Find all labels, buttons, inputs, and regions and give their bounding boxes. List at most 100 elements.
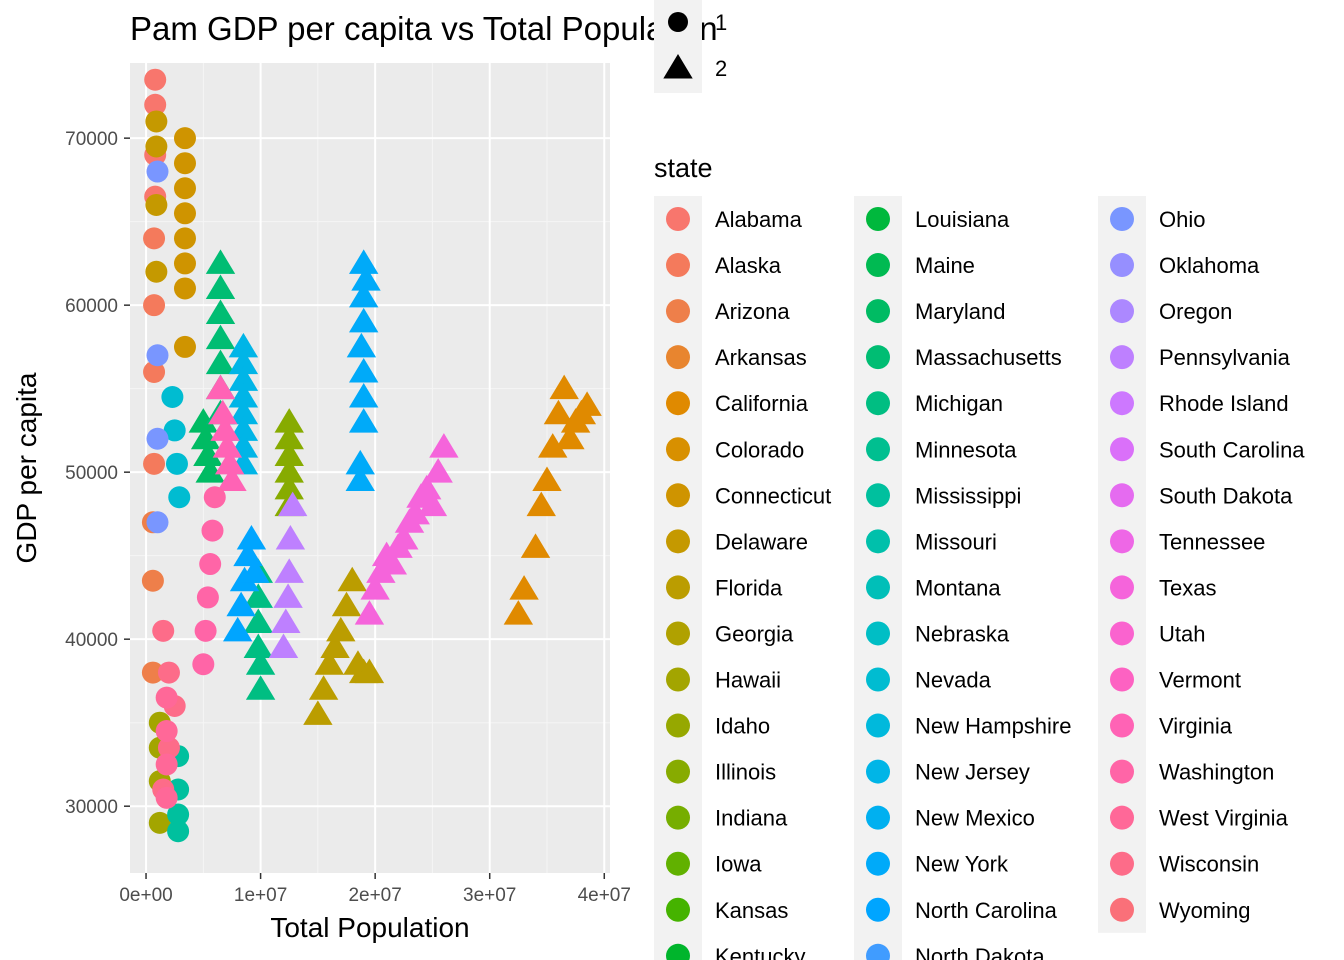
data-point-triangle (400, 499, 430, 525)
data-point-triangle (308, 675, 339, 700)
legend-label: Tennessee (1159, 529, 1265, 554)
data-point-circle (173, 127, 196, 150)
legend-color-swatch (1110, 851, 1134, 876)
data-point-circle (167, 820, 190, 843)
data-point-circle (173, 227, 196, 250)
data-point-triangle (354, 600, 385, 625)
legend-color-swatch (866, 253, 890, 278)
legend-color-swatch (866, 299, 890, 324)
data-point-circle (201, 519, 224, 542)
x-tick-label: 0e+00 (119, 885, 172, 906)
data-point-triangle (274, 424, 304, 450)
data-point-circle (194, 619, 217, 642)
y-tick-label: 50000 (65, 463, 118, 484)
data-point-triangle (228, 366, 259, 391)
legend-color-swatch (866, 391, 890, 416)
data-point-circle (145, 135, 168, 158)
data-point-triangle (417, 491, 448, 517)
data-point-triangle (337, 566, 367, 592)
legend-label: North Carolina (915, 898, 1058, 923)
data-point-triangle (555, 424, 585, 450)
data-point-circle (196, 586, 219, 609)
x-tick-label: 1e+07 (234, 885, 287, 906)
legend-color-swatch (1110, 713, 1134, 738)
data-point-circle (144, 93, 167, 116)
data-point-triangle (226, 591, 256, 617)
data-point-circle (173, 252, 196, 275)
legend-label: Missouri (915, 529, 997, 554)
data-point-circle (199, 553, 222, 576)
legend-color-swatch (866, 667, 890, 692)
legend-color-swatch (666, 529, 690, 554)
legend-label: North Dakota (915, 944, 1045, 960)
legend-color-swatch (866, 851, 890, 876)
legend-label: New Hampshire (915, 714, 1072, 739)
legend-color-swatch (866, 805, 890, 830)
data-point-triangle (348, 383, 379, 408)
data-point-circle (152, 619, 175, 642)
data-point-circle (173, 202, 196, 225)
data-point-triangle (274, 408, 304, 433)
data-point-circle (146, 344, 169, 367)
x-axis-title: Total Population (270, 912, 469, 943)
legend-color-swatch (1110, 345, 1134, 370)
legend-color-swatch (1110, 667, 1134, 692)
legend-color-swatch (1110, 575, 1134, 600)
legend-color-swatch (666, 805, 690, 830)
legend-label: Kansas (715, 898, 788, 923)
data-point-circle (157, 661, 180, 684)
legend-label: South Carolina (1159, 437, 1305, 462)
legend-color-swatch (866, 207, 890, 231)
data-point-triangle (429, 433, 459, 458)
legend-color-swatch (866, 575, 890, 600)
data-point-triangle (243, 608, 274, 633)
data-point-triangle (549, 374, 579, 400)
legend-label: Idaho (715, 714, 770, 739)
legend-color-swatch (666, 253, 690, 278)
data-point-triangle (188, 408, 219, 433)
legend-color-swatch (866, 943, 890, 960)
x-axis-ticks: 0e+00 1e+07 2e+07 3e+07 4e+07 (119, 873, 631, 906)
legend-label: Vermont (1159, 668, 1241, 693)
legend-label: Oklahoma (1159, 253, 1260, 278)
y-axis-ticks: 30000 40000 50000 60000 70000 (65, 129, 130, 818)
data-point-circle (155, 686, 178, 709)
data-point-triangle (236, 524, 267, 550)
data-point-triangle (210, 416, 240, 441)
data-point-circle (145, 193, 168, 216)
y-tick-label: 40000 (65, 630, 118, 651)
data-point-triangle (208, 399, 238, 425)
y-tick-label: 70000 (65, 129, 118, 150)
legend-label: Wyoming (1159, 898, 1251, 923)
legend-color-swatch (1110, 529, 1134, 554)
legend-color-swatch (866, 713, 890, 738)
data-point-triangle (245, 675, 276, 700)
data-point-triangle (331, 591, 362, 617)
data-point-circle (148, 811, 171, 834)
legend-label: Michigan (915, 391, 1003, 416)
data-point-triangle (348, 307, 379, 333)
data-point-triangle (195, 458, 225, 483)
data-point-triangle (320, 633, 350, 659)
legend-label: Utah (1159, 621, 1205, 646)
x-tick-label: 3e+07 (463, 885, 516, 906)
legend-label: Georgia (715, 621, 794, 646)
x-tick-label: 2e+07 (348, 885, 401, 906)
data-point-triangle (205, 274, 236, 299)
legend-color-swatch (1110, 805, 1134, 830)
shape-legend: 12 (654, 0, 727, 93)
legend-color-swatch (666, 713, 690, 738)
data-point-circle (145, 110, 168, 133)
data-points (141, 68, 602, 843)
legend-label: Massachusetts (915, 345, 1062, 370)
color-legend: Alabama Alaska Arizona Arkansas California Co… (654, 196, 1305, 960)
legend-color-swatch (1110, 483, 1134, 508)
legend-label: Maryland (915, 299, 1005, 324)
legend-label: Hawaii (715, 668, 781, 693)
data-point-triangle (274, 474, 304, 500)
legend-label: Louisiana (915, 207, 1010, 232)
data-point-triangle (205, 299, 236, 325)
data-point-circle (163, 419, 186, 442)
data-point-triangle (217, 466, 247, 492)
